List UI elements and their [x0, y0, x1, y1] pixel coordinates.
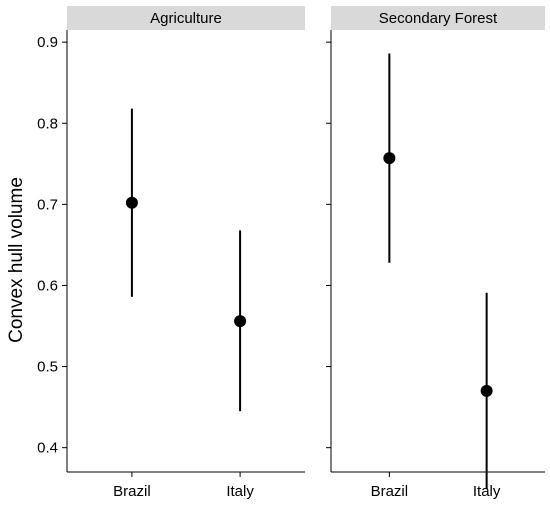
x-tick-label: Brazil [371, 483, 409, 500]
panel-1: Agriculture 0.4 0.5 0.6 0.7 0.8 0.9 Brazil Italy [37, 6, 305, 500]
y-tick-label: 0.6 [37, 277, 58, 294]
data-point [234, 315, 247, 328]
data-point [480, 384, 493, 397]
panel-title: Agriculture [150, 10, 222, 27]
panel-2: Secondary Forest Brazil Italy [326, 6, 545, 500]
y-tick-label: 0.8 [37, 115, 58, 132]
y-tick-label: 0.7 [37, 196, 58, 213]
panel-title: Secondary Forest [379, 10, 498, 27]
y-tick-label: 0.9 [37, 34, 58, 51]
y-tick-label: 0.4 [37, 440, 58, 457]
y-tick-label: 0.5 [37, 359, 58, 376]
strip-background [331, 6, 545, 30]
y-axis-title: Convex hull volume [6, 177, 27, 343]
data-point [125, 196, 138, 209]
data-point [383, 152, 396, 165]
x-tick-label: Brazil [113, 483, 151, 500]
x-tick-label: Italy [226, 483, 254, 500]
strip-background [67, 6, 305, 30]
x-tick-label: Italy [473, 483, 501, 500]
